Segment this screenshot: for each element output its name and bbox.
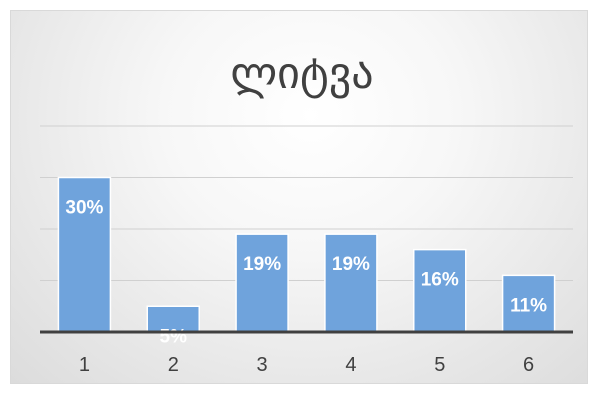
gridlines [40,125,573,281]
x-tick-label-1: 1 [79,354,90,376]
x-tick-labels: 1 2 3 4 5 6 [79,354,534,376]
chart-title: ლიტვა [230,48,373,99]
bar-6 [501,274,556,333]
bar-5 [413,248,467,333]
data-label-5: 16% [421,270,459,291]
x-tick-label-2: 2 [168,354,179,376]
data-label-4: 19% [332,254,370,275]
x-tick-label-5: 5 [434,354,445,376]
data-label-6: 11% [510,295,547,316]
bar-3 [235,233,289,333]
data-labels: 30% 5% 19% 19% 16% 11% [65,198,547,348]
bar-4 [324,233,378,333]
data-label-1: 30% [65,198,103,219]
bars [57,176,556,333]
x-tick-label-6: 6 [523,354,534,376]
x-tick-label-3: 3 [257,354,268,376]
data-label-2: 5% [160,326,188,347]
data-label-3: 19% [243,254,281,275]
x-tick-label-4: 4 [345,354,356,376]
bar-2 [146,305,200,333]
